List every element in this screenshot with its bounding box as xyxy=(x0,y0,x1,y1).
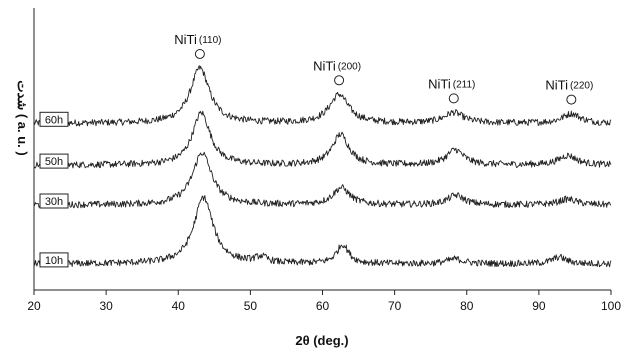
series-label-60h: 60h xyxy=(45,114,63,126)
series-labels: 60h 50h 30h 10h xyxy=(39,111,69,268)
x-tick-label: 30 xyxy=(99,299,113,313)
x-tick-label: 100 xyxy=(601,299,621,313)
peak-label: NiTi (110) xyxy=(174,32,221,47)
y-axis-title: شدت ( a. u. ) xyxy=(15,80,30,155)
series-label-50h: 50h xyxy=(45,156,63,168)
series-label-box xyxy=(39,111,69,127)
pattern-60h xyxy=(33,65,612,127)
peak-marker-circle xyxy=(194,48,205,59)
x-tick-label: 20 xyxy=(27,299,41,313)
x-tick-label: 40 xyxy=(172,299,186,313)
x-axis-title: 2θ (deg.) xyxy=(295,333,348,348)
x-tick-label: 60 xyxy=(316,299,330,313)
xrd-patterns xyxy=(33,65,612,268)
pattern-30h xyxy=(33,151,612,209)
x-tick-label: 70 xyxy=(388,299,402,313)
series-label-10h: 10h xyxy=(45,255,63,267)
peak-label: NiTi (220) xyxy=(545,78,593,93)
peak-label: NiTi (211) xyxy=(428,76,475,91)
pattern-50h xyxy=(33,110,612,169)
pattern-10h xyxy=(33,195,612,268)
peak-marker-circle xyxy=(448,93,459,104)
peak-label: NiTi (200) xyxy=(313,58,361,73)
series-label-box xyxy=(39,252,69,268)
series-label-30h: 30h xyxy=(45,196,63,208)
peak-marker-circle xyxy=(334,75,345,86)
x-tick-label: 50 xyxy=(244,299,258,313)
series-label-box xyxy=(39,153,69,169)
x-ticks: 20 30 40 50 60 70 80 90 100 xyxy=(27,290,621,313)
series-label-box xyxy=(39,193,69,209)
peak-marker-circle xyxy=(566,94,577,105)
x-tick-label: 80 xyxy=(460,299,474,313)
x-tick-label: 90 xyxy=(532,299,546,313)
peak-annotations: NiTi (110) NiTi (200) NiTi (211) NiTi (220) xyxy=(174,32,593,105)
